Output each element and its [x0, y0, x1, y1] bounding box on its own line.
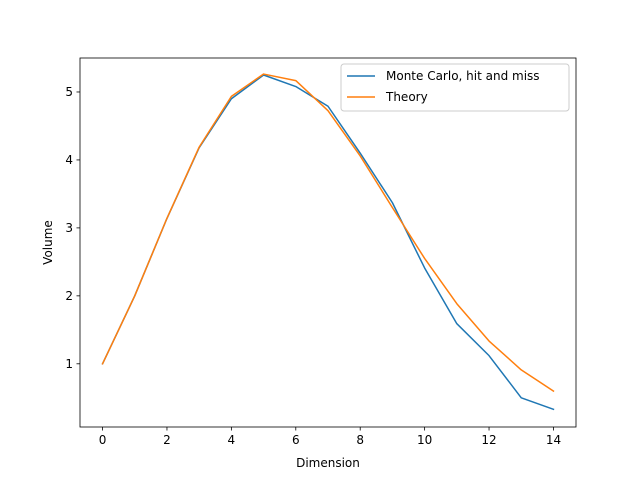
x-tick-label: 2	[163, 433, 171, 447]
series-line-2	[101, 73, 555, 393]
y-axis-label: Volume	[41, 220, 55, 265]
legend-label-1: Monte Carlo, hit and miss	[386, 69, 540, 83]
y-tick-label: 1	[65, 357, 73, 371]
x-tick-label: 0	[99, 433, 107, 447]
x-tick-label: 4	[228, 433, 236, 447]
axes-frame	[79, 57, 577, 428]
y-tick-label: 5	[65, 85, 73, 99]
x-tick-label: 14	[546, 433, 561, 447]
y-tick-label: 2	[65, 289, 73, 303]
legend: Monte Carlo, hit and miss Theory	[340, 63, 570, 112]
y-tick-label: 3	[65, 221, 73, 235]
x-tick-label: 6	[292, 433, 300, 447]
plot-area	[101, 73, 555, 411]
y-tick-label: 4	[65, 153, 73, 167]
x-tick-label: 12	[481, 433, 496, 447]
x-tick-label: 10	[417, 433, 432, 447]
legend-box	[340, 63, 570, 112]
legend-label-2: Theory	[385, 90, 428, 104]
x-tick-label: 8	[356, 433, 364, 447]
x-axis-label: Dimension	[296, 456, 360, 470]
